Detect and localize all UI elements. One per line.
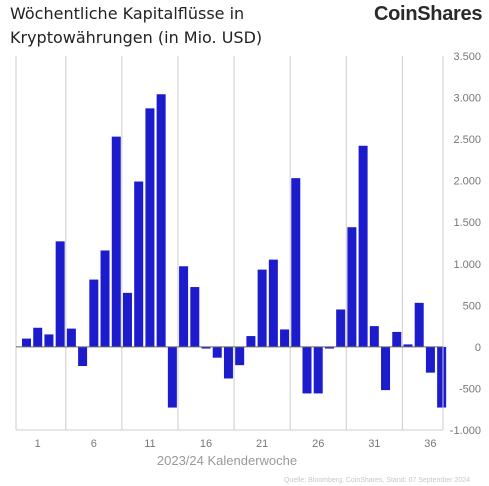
bar: [414, 302, 424, 347]
source-note: Quelle: Bloomberg, CoinShares, Stand: 07…: [284, 477, 470, 484]
bar: [190, 287, 200, 347]
bar: [134, 181, 144, 347]
bar: [100, 250, 110, 347]
bar: [358, 145, 368, 347]
bar: [167, 346, 177, 408]
bar: [291, 178, 301, 347]
y-tick-label: 500: [463, 300, 481, 312]
bars: [22, 94, 447, 408]
bar: [78, 346, 88, 367]
y-tick-label: 1.500: [453, 217, 481, 229]
chart-title: Wöchentliche Kapitalflüsse in Kryptowähr…: [10, 2, 262, 50]
bar: [369, 326, 379, 347]
bar: [313, 346, 323, 394]
x-tick-labels: 1 6 11 16 21 26 31 36: [35, 438, 437, 450]
bar: [268, 259, 278, 347]
bar: [201, 346, 211, 349]
grid-lines: [15, 56, 403, 430]
chart-title-line-2: Kryptowährungen (in Mio. USD): [10, 28, 263, 47]
x-tick-label: 31: [368, 438, 380, 450]
bar: [33, 327, 43, 347]
bar: [257, 269, 267, 347]
bar: [392, 331, 402, 347]
y-tick-label: -500: [459, 383, 481, 395]
bar: [425, 346, 435, 373]
bar: [89, 279, 99, 347]
bar: [55, 241, 65, 347]
y-tick-label: 0: [475, 342, 481, 354]
x-tick-label: 36: [424, 438, 436, 450]
bar: [235, 346, 245, 366]
bar: [111, 136, 121, 347]
y-tick-label: 3.000: [453, 93, 481, 105]
y-tick-label: 2.000: [453, 176, 481, 188]
y-tick-label: 3.500: [453, 51, 481, 63]
bar: [66, 328, 76, 347]
x-tick-label: 16: [200, 438, 212, 450]
axes: [16, 56, 444, 431]
bar: [44, 334, 54, 347]
bar: [145, 108, 155, 347]
bar: [22, 338, 31, 347]
coinshares-logo: CoinShares: [374, 3, 483, 25]
x-axis-label: 2023/24 Kalenderwoche: [157, 453, 297, 468]
y-tick-label: -1.000: [450, 425, 481, 437]
bar: [324, 346, 334, 349]
bar: [246, 336, 256, 347]
chart-title-line-1: Wöchentliche Kapitalflüsse in: [10, 4, 245, 23]
bar: [336, 309, 346, 347]
x-tick-label: 6: [91, 438, 97, 450]
bar: [223, 346, 233, 379]
bar: [179, 266, 189, 347]
bar: [403, 344, 413, 347]
x-tick-label: 11: [144, 438, 155, 450]
bar: [347, 227, 357, 347]
y-tick-label: 2.500: [453, 134, 481, 146]
x-tick-label: 21: [256, 438, 268, 450]
bar: [437, 346, 447, 408]
bar: [280, 329, 290, 347]
bar: [302, 346, 312, 394]
x-tick-label: 1: [35, 438, 41, 450]
y-tick-labels: -1.000 -500 0 500 1.000 1.500 2.000 2.500 3.000 3…: [450, 51, 481, 437]
bar: [122, 292, 132, 347]
bar: [212, 346, 222, 358]
bar: [381, 346, 391, 391]
x-tick-label: 26: [312, 438, 324, 450]
bar: [156, 94, 166, 347]
y-tick-label: 1.000: [453, 259, 481, 271]
